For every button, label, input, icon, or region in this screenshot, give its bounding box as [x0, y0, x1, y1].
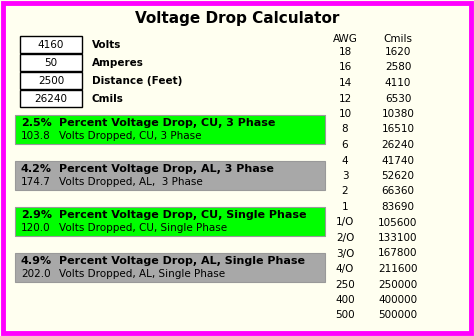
- Text: 167800: 167800: [378, 249, 418, 258]
- FancyBboxPatch shape: [20, 54, 82, 71]
- FancyBboxPatch shape: [15, 161, 325, 190]
- Text: 133100: 133100: [378, 233, 418, 243]
- Text: 6530: 6530: [385, 93, 411, 103]
- FancyBboxPatch shape: [3, 3, 471, 333]
- Text: Volts Dropped, AL,  3 Phase: Volts Dropped, AL, 3 Phase: [59, 177, 203, 187]
- Text: Voltage Drop Calculator: Voltage Drop Calculator: [135, 10, 339, 26]
- Text: 2500: 2500: [38, 76, 64, 85]
- Text: 105600: 105600: [378, 217, 418, 227]
- Text: 211600: 211600: [378, 264, 418, 274]
- Text: Percent Voltage Drop, CU, Single Phase: Percent Voltage Drop, CU, Single Phase: [59, 210, 307, 220]
- Text: 500000: 500000: [378, 310, 418, 321]
- Text: 16510: 16510: [382, 125, 414, 134]
- Text: 174.7: 174.7: [21, 177, 51, 187]
- Text: 12: 12: [338, 93, 352, 103]
- Text: 2.5%: 2.5%: [21, 118, 52, 128]
- Text: 6: 6: [342, 140, 348, 150]
- Text: 400000: 400000: [378, 295, 418, 305]
- Text: 250000: 250000: [378, 280, 418, 290]
- FancyBboxPatch shape: [15, 253, 325, 282]
- FancyBboxPatch shape: [15, 207, 325, 236]
- FancyBboxPatch shape: [20, 36, 82, 53]
- Text: 18: 18: [338, 47, 352, 57]
- Text: AWG: AWG: [333, 34, 357, 44]
- FancyBboxPatch shape: [20, 72, 82, 89]
- Text: 2.9%: 2.9%: [21, 210, 52, 220]
- Text: 500: 500: [335, 310, 355, 321]
- Text: Percent Voltage Drop, AL, Single Phase: Percent Voltage Drop, AL, Single Phase: [59, 256, 305, 266]
- Text: 4/O: 4/O: [336, 264, 354, 274]
- Text: 1: 1: [342, 202, 348, 212]
- Text: 1/O: 1/O: [336, 217, 354, 227]
- Text: 2/O: 2/O: [336, 233, 354, 243]
- Text: 4110: 4110: [385, 78, 411, 88]
- Text: 8: 8: [342, 125, 348, 134]
- Text: 41740: 41740: [382, 156, 414, 166]
- Text: 3/O: 3/O: [336, 249, 354, 258]
- Text: 26240: 26240: [382, 140, 414, 150]
- Text: 4.2%: 4.2%: [21, 164, 52, 174]
- Text: Distance (Feet): Distance (Feet): [92, 76, 182, 85]
- Text: 1620: 1620: [385, 47, 411, 57]
- Text: Volts Dropped, AL, Single Phase: Volts Dropped, AL, Single Phase: [59, 269, 225, 279]
- Text: 4.9%: 4.9%: [21, 256, 52, 266]
- Text: Percent Voltage Drop, CU, 3 Phase: Percent Voltage Drop, CU, 3 Phase: [59, 118, 275, 128]
- Text: Amperes: Amperes: [92, 57, 144, 68]
- Text: 250: 250: [335, 280, 355, 290]
- Text: 83690: 83690: [382, 202, 414, 212]
- Text: 120.0: 120.0: [21, 223, 51, 233]
- Text: 10380: 10380: [382, 109, 414, 119]
- Text: Percent Voltage Drop, AL, 3 Phase: Percent Voltage Drop, AL, 3 Phase: [59, 164, 274, 174]
- Text: 3: 3: [342, 171, 348, 181]
- Text: 14: 14: [338, 78, 352, 88]
- Text: 66360: 66360: [382, 186, 414, 197]
- Text: Volts Dropped, CU, Single Phase: Volts Dropped, CU, Single Phase: [59, 223, 227, 233]
- Text: Cmils: Cmils: [383, 34, 412, 44]
- Text: 52620: 52620: [382, 171, 414, 181]
- FancyBboxPatch shape: [15, 115, 325, 144]
- Text: 400: 400: [335, 295, 355, 305]
- Text: 202.0: 202.0: [21, 269, 51, 279]
- Text: Volts Dropped, CU, 3 Phase: Volts Dropped, CU, 3 Phase: [59, 131, 201, 141]
- Text: 50: 50: [45, 57, 57, 68]
- FancyBboxPatch shape: [20, 90, 82, 107]
- Text: 4: 4: [342, 156, 348, 166]
- Text: 16: 16: [338, 62, 352, 73]
- Text: 103.8: 103.8: [21, 131, 51, 141]
- Text: 26240: 26240: [35, 93, 67, 103]
- Text: Cmils: Cmils: [92, 93, 124, 103]
- Text: 10: 10: [338, 109, 352, 119]
- Text: 2580: 2580: [385, 62, 411, 73]
- Text: 4160: 4160: [38, 40, 64, 49]
- Text: Volts: Volts: [92, 40, 121, 49]
- Text: 2: 2: [342, 186, 348, 197]
